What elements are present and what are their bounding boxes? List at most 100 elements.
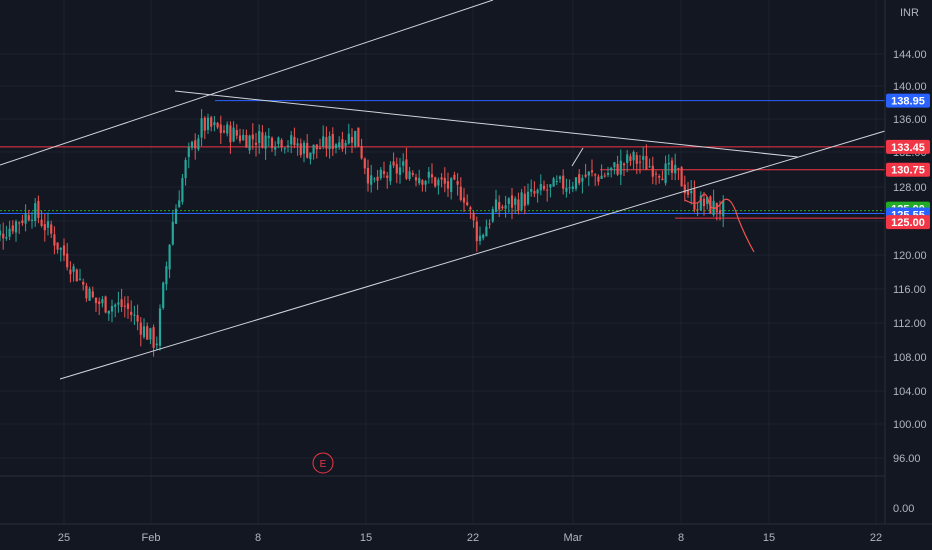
candle-body[interactable] bbox=[146, 326, 149, 340]
candle-body[interactable] bbox=[555, 180, 558, 182]
candle-body[interactable] bbox=[434, 177, 437, 187]
candle-body[interactable] bbox=[453, 174, 456, 180]
candle-body[interactable] bbox=[158, 308, 162, 346]
candle-body[interactable] bbox=[584, 174, 587, 177]
candle-body[interactable] bbox=[629, 156, 632, 162]
candle-body[interactable] bbox=[693, 189, 696, 210]
candle-body[interactable] bbox=[226, 124, 229, 134]
candle-body[interactable] bbox=[392, 161, 395, 166]
candle-body[interactable] bbox=[72, 266, 75, 272]
candle-body[interactable] bbox=[568, 187, 571, 189]
candle-body[interactable] bbox=[421, 180, 424, 185]
candle-body[interactable] bbox=[488, 223, 491, 225]
candle-body[interactable] bbox=[130, 311, 133, 316]
candle-body[interactable] bbox=[366, 167, 370, 184]
candle-body[interactable] bbox=[424, 180, 427, 185]
candle-body[interactable] bbox=[293, 136, 296, 146]
candle-body[interactable] bbox=[578, 174, 581, 184]
candle-body[interactable] bbox=[507, 198, 510, 205]
candle-body[interactable] bbox=[229, 125, 232, 143]
candle-body[interactable] bbox=[94, 297, 98, 304]
candle-body[interactable] bbox=[306, 143, 309, 158]
candle-body[interactable] bbox=[187, 147, 190, 158]
candle-body[interactable] bbox=[542, 185, 546, 189]
candle-body[interactable] bbox=[562, 175, 565, 189]
candle-body[interactable] bbox=[123, 305, 126, 307]
candle-body[interactable] bbox=[494, 199, 498, 212]
candle-body[interactable] bbox=[117, 302, 120, 305]
candle-body[interactable] bbox=[622, 163, 626, 166]
candle-body[interactable] bbox=[181, 178, 184, 202]
candle-body[interactable] bbox=[386, 175, 389, 178]
candle-body[interactable] bbox=[155, 343, 158, 346]
candle-body[interactable] bbox=[462, 197, 466, 203]
projection-path[interactable] bbox=[684, 193, 755, 253]
candle-body[interactable] bbox=[344, 142, 347, 146]
candle-body[interactable] bbox=[667, 162, 670, 165]
candle-body[interactable] bbox=[341, 139, 344, 149]
candle-body[interactable] bbox=[62, 245, 66, 256]
candle-body[interactable] bbox=[658, 176, 661, 178]
price-tag[interactable] bbox=[886, 93, 930, 108]
candle-body[interactable] bbox=[203, 117, 206, 131]
candle-body[interactable] bbox=[14, 221, 18, 233]
candle-body[interactable] bbox=[126, 303, 130, 309]
price-tag[interactable] bbox=[886, 139, 930, 154]
candle-body[interactable] bbox=[590, 170, 594, 173]
candle-body[interactable] bbox=[357, 127, 360, 147]
candle-body[interactable] bbox=[254, 142, 258, 145]
candle-body[interactable] bbox=[75, 269, 78, 282]
candle-body[interactable] bbox=[485, 226, 488, 237]
candle-body[interactable] bbox=[533, 191, 536, 194]
candle-body[interactable] bbox=[661, 178, 664, 181]
candle-body[interactable] bbox=[251, 134, 254, 140]
candle-body[interactable] bbox=[59, 247, 62, 250]
candle-body[interactable] bbox=[514, 198, 517, 205]
candle-body[interactable] bbox=[120, 299, 123, 307]
candle-body[interactable] bbox=[501, 206, 504, 209]
candle-body[interactable] bbox=[696, 209, 699, 211]
candle-body[interactable] bbox=[235, 129, 238, 136]
horizontal-levels[interactable] bbox=[0, 100, 885, 219]
candle-body[interactable] bbox=[168, 244, 171, 270]
earnings-marker-circle[interactable] bbox=[312, 452, 334, 474]
candle-body[interactable] bbox=[654, 173, 658, 175]
time-scale[interactable]: 25 Feb 8 15 22 Mar 8 15 22 bbox=[0, 523, 932, 544]
candle-body[interactable] bbox=[469, 207, 472, 210]
candle-body[interactable] bbox=[98, 301, 101, 305]
candle-body[interactable] bbox=[283, 148, 286, 150]
candle-body[interactable] bbox=[114, 304, 117, 307]
candle-body[interactable] bbox=[325, 137, 328, 149]
candle-body[interactable] bbox=[398, 167, 402, 175]
candle-body[interactable] bbox=[200, 118, 203, 138]
candle-body[interactable] bbox=[299, 143, 302, 155]
candle-body[interactable] bbox=[82, 281, 85, 285]
candle-body[interactable] bbox=[354, 130, 357, 147]
candle-body[interactable] bbox=[517, 199, 520, 211]
candle-body[interactable] bbox=[709, 196, 712, 214]
candle-body[interactable] bbox=[651, 165, 654, 177]
candle-body[interactable] bbox=[270, 137, 274, 148]
candle-body[interactable] bbox=[405, 159, 408, 179]
candle-body[interactable] bbox=[632, 151, 635, 161]
candle-body[interactable] bbox=[222, 130, 226, 133]
candle-body[interactable] bbox=[549, 184, 552, 188]
candle-body[interactable] bbox=[360, 146, 363, 159]
candle-body[interactable] bbox=[395, 164, 398, 174]
small-wick-line[interactable] bbox=[571, 147, 584, 167]
candle-body[interactable] bbox=[37, 200, 40, 219]
candle-body[interactable] bbox=[328, 136, 331, 150]
candle-body[interactable] bbox=[219, 124, 222, 134]
candle-body[interactable] bbox=[309, 152, 312, 160]
candle-body[interactable] bbox=[565, 187, 568, 192]
candle-body[interactable] bbox=[190, 141, 194, 148]
candle-body[interactable] bbox=[133, 314, 136, 316]
candle-body[interactable] bbox=[446, 181, 450, 189]
candle-body[interactable] bbox=[261, 132, 264, 148]
candle-body[interactable] bbox=[238, 135, 242, 142]
candle-body[interactable] bbox=[571, 186, 574, 190]
candle-body[interactable] bbox=[162, 282, 165, 308]
candle-body[interactable] bbox=[46, 221, 50, 228]
candle-body[interactable] bbox=[242, 134, 245, 140]
candle-body[interactable] bbox=[619, 160, 622, 175]
